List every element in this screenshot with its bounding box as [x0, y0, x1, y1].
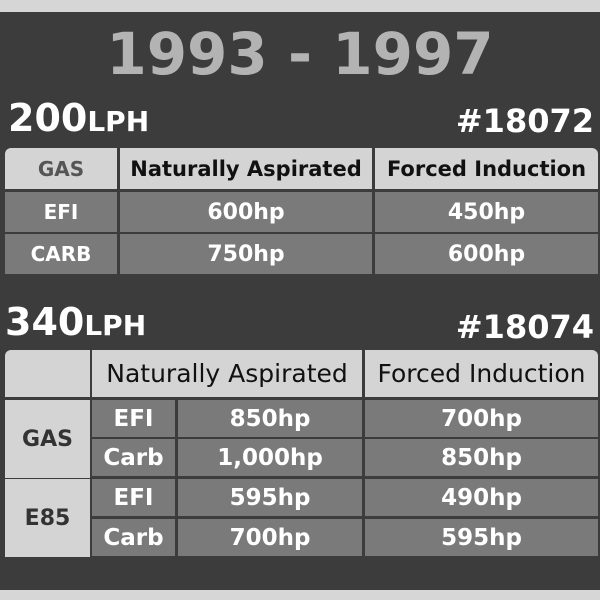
table-cell: [5, 350, 90, 397]
flow: 200: [8, 96, 88, 140]
table-cell: 700hp: [178, 519, 362, 556]
table-cell: E85: [5, 479, 90, 557]
table-cell: Forced Induction: [365, 350, 598, 397]
unit: LPH: [87, 105, 150, 138]
table-cell: 750hp: [120, 234, 372, 274]
table-cell: Carb: [92, 439, 175, 476]
table-cell: EFI: [92, 400, 175, 437]
table-cell: EFI: [5, 192, 117, 232]
title: 1993 - 1997: [106, 20, 494, 88]
table-cell: GAS: [5, 148, 117, 189]
part-number: #18072: [455, 102, 594, 140]
table-cell: 600hp: [120, 192, 372, 232]
table-cell: 700hp: [365, 400, 598, 437]
table-cell: GAS: [5, 400, 90, 478]
table-cell: 490hp: [365, 479, 598, 516]
table-cell: EFI: [92, 479, 175, 516]
table-cell: 850hp: [178, 400, 362, 437]
flow-rate: 340LPH: [5, 300, 146, 344]
table-cell: 595hp: [178, 479, 362, 516]
table-cell: Naturally Aspirated: [92, 350, 362, 397]
table-cell: 850hp: [365, 439, 598, 476]
table-cell: Forced Induction: [375, 148, 598, 189]
flow-rate: 200LPH: [8, 96, 149, 140]
table-cell: Carb: [92, 519, 175, 556]
table-cell: 600hp: [375, 234, 598, 274]
table-cell: CARB: [5, 234, 117, 274]
part-number: #18074: [455, 308, 594, 346]
table-cell: 595hp: [365, 519, 598, 556]
unit: LPH: [84, 309, 147, 342]
table-cell: 1,000hp: [178, 439, 362, 476]
table-cell: 450hp: [375, 192, 598, 232]
flow: 340: [5, 300, 85, 344]
table-cell: Naturally Aspirated: [120, 148, 372, 189]
